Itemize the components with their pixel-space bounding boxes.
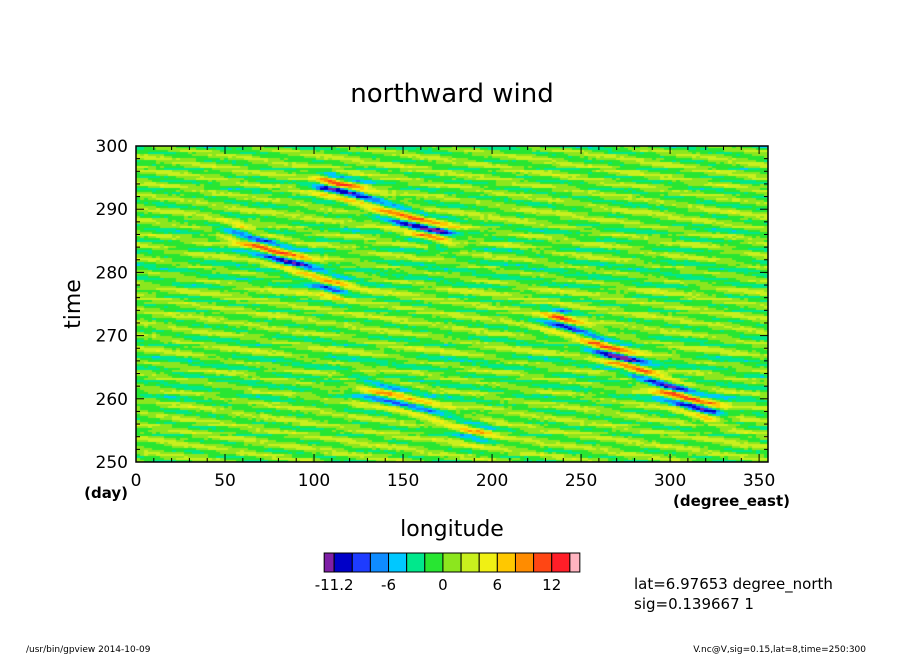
colorbar-tick-label: 6: [493, 576, 503, 594]
x-tick-label: 350: [743, 471, 775, 491]
x-axis-label: longitude: [400, 517, 504, 542]
chart-title: northward wind: [350, 79, 553, 109]
x-tick-label: 150: [387, 471, 419, 491]
colorbar-swatch: [406, 552, 426, 573]
colorbar-swatch: [424, 552, 444, 573]
y-axis-ticks: 250 260 270 280 290 300: [96, 137, 768, 473]
x-tick-label: 200: [476, 471, 508, 491]
colorbar-swatch: [442, 552, 462, 573]
plot-frame: [135, 145, 769, 463]
x-tick-label: 300: [654, 471, 686, 491]
colorbar-swatch: [514, 552, 535, 573]
colorbar: -11.2 -6 0 6 12: [315, 552, 581, 594]
sigma-annotation: sig=0.139667 1: [634, 595, 754, 613]
x-tick-label: 100: [298, 471, 330, 491]
colorbar-swatch: [388, 552, 408, 573]
colorbar-swatch: [460, 552, 480, 573]
colorbar-swatch: [333, 552, 353, 573]
heatmap-field: [136, 146, 768, 462]
heatmap-image: [136, 146, 768, 462]
x-tick-label: 50: [214, 471, 236, 491]
x-tick-label: 0: [131, 471, 142, 491]
x-axis-ticks: 0 50 100 150 200 250 300 350: [131, 146, 775, 491]
x-unit-label: (degree_east): [673, 492, 790, 510]
colorbar-tick-label: -11.2: [315, 576, 354, 594]
y-unit-label: (day): [84, 484, 128, 502]
colorbar-swatch: [323, 552, 335, 573]
colorbar-tick-label: -6: [381, 576, 396, 594]
colorbar-swatch: [533, 552, 553, 573]
colorbar-swatch: [496, 552, 516, 573]
colorbar-tick-label: 0: [438, 576, 448, 594]
colorbar-swatch: [478, 552, 498, 573]
y-tick-label: 270: [96, 327, 128, 347]
y-axis-label: time: [61, 279, 86, 329]
colorbar-swatch: [351, 552, 371, 573]
x-tick-label: 250: [565, 471, 597, 491]
y-tick-label: 290: [96, 200, 128, 220]
colorbar-swatch: [551, 552, 571, 573]
y-tick-label: 300: [96, 137, 128, 157]
colorbar-swatch: [369, 552, 390, 573]
colorbar-tick-label: 12: [542, 576, 561, 594]
footer-right: V.nc@V,sig=0.15,lat=8,time=250:300: [693, 645, 866, 654]
footer-left: /usr/bin/gpview 2014-10-09: [26, 645, 151, 654]
colorbar-swatch: [569, 552, 581, 573]
y-tick-label: 250: [96, 453, 128, 473]
latitude-annotation: lat=6.97653 degree_north: [634, 575, 833, 594]
y-tick-label: 280: [96, 263, 128, 283]
y-tick-label: 260: [96, 390, 128, 410]
